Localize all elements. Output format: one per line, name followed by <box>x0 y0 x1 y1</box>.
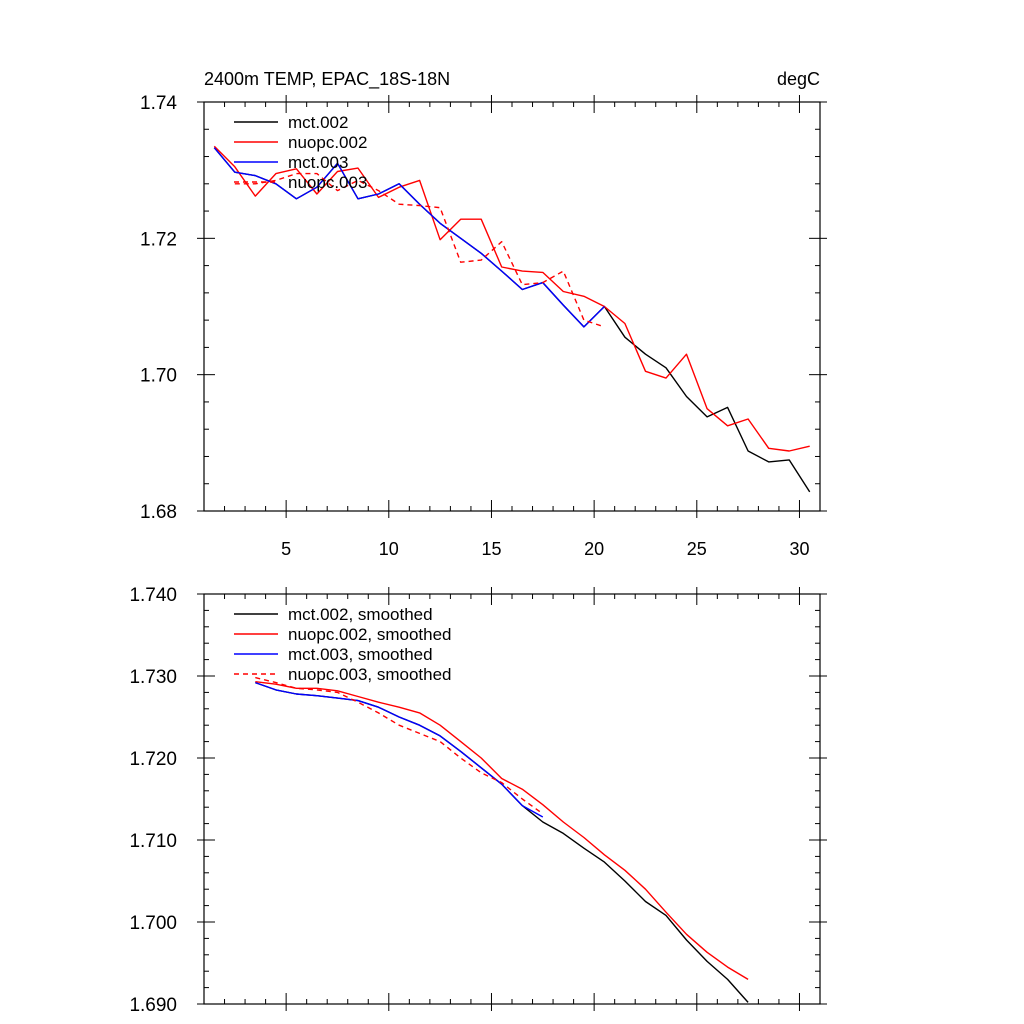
x-tick-label: 25 <box>687 539 707 559</box>
series-lines <box>213 145 811 493</box>
series-line <box>234 172 605 328</box>
legend-label: nuopc.003, smoothed <box>288 665 452 684</box>
x-tick-label: 15 <box>481 539 501 559</box>
legend-label: nuopc.003 <box>288 173 367 192</box>
legend-label: nuopc.002, smoothed <box>288 625 452 644</box>
x-tick-label: 20 <box>584 539 604 559</box>
tick-marks <box>197 587 827 1011</box>
chart-title: 2400m TEMP, EPAC_18S-18N <box>204 69 450 90</box>
legend-label: mct.002, smoothed <box>288 605 433 624</box>
chart-units: degC <box>777 69 820 89</box>
y-tick-label: 1.700 <box>129 913 177 934</box>
legend-label: mct.003 <box>288 153 348 172</box>
x-tick-label: 30 <box>789 539 809 559</box>
y-tick-label: 1.690 <box>129 995 177 1016</box>
series-line <box>255 681 749 1003</box>
tick-marks <box>197 95 827 518</box>
y-tick-label: 1.74 <box>140 93 177 114</box>
y-tick-label: 1.720 <box>129 749 177 770</box>
legend-label: mct.003, smoothed <box>288 645 433 664</box>
y-tick-label: 1.740 <box>129 585 177 606</box>
y-tick-labels: 1.68 1.70 1.72 1.74 <box>140 93 177 523</box>
y-tick-label: 1.68 <box>140 502 177 523</box>
x-tick-label: 5 <box>281 539 291 559</box>
series-line <box>255 676 544 815</box>
legend-label: nuopc.002 <box>288 133 367 152</box>
series-line <box>213 147 811 493</box>
y-tick-label: 1.730 <box>129 667 177 688</box>
y-tick-label: 1.70 <box>140 366 177 387</box>
y-tick-label: 1.710 <box>129 831 177 852</box>
series-lines <box>255 676 749 1003</box>
panel-top: 2400m TEMP, EPAC_18S-18N degC 1.681.701.… <box>140 69 827 559</box>
series-line <box>255 681 544 818</box>
x-tick-label: 10 <box>379 539 399 559</box>
x-tick-labels: 5 10 15 20 25 30 <box>281 539 809 559</box>
series-line <box>213 147 605 328</box>
panel-bottom: 1.690 1.700 1.710 1.720 1.730 1.740 mct.002, … <box>129 585 827 1016</box>
y-tick-labels: 1.690 1.700 1.710 1.720 1.730 1.740 <box>129 585 177 1016</box>
legend-label: mct.002 <box>288 113 348 132</box>
y-tick-label: 1.72 <box>140 229 177 250</box>
series-line <box>255 681 749 981</box>
series-line <box>213 145 810 452</box>
